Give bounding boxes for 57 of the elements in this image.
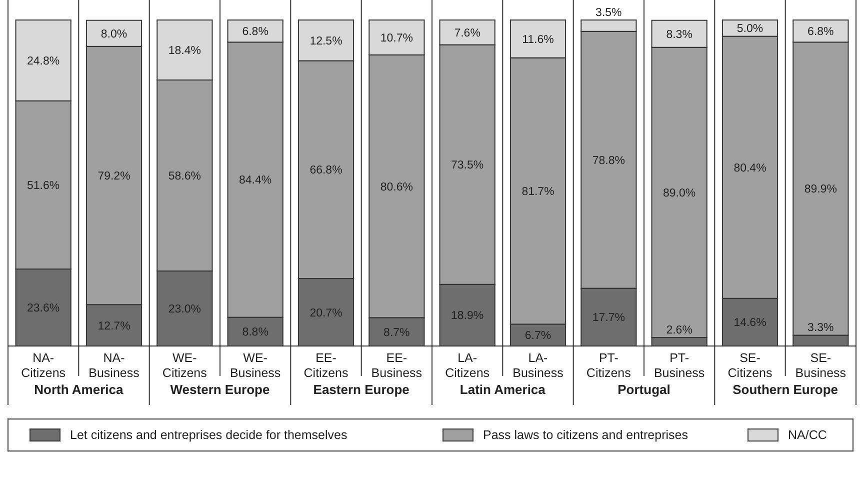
text: North America [34, 382, 124, 397]
data-label: 66.8% [310, 164, 342, 177]
data-label: 89.9% [804, 184, 837, 196]
text: Western Europe [170, 382, 270, 397]
data-label: 17.7% [592, 312, 625, 324]
data-label: 5.0% [736, 23, 764, 36]
legend-label: Let citizens and entreprises decide for themselves [70, 428, 348, 442]
data-label: 3.5% [596, 7, 622, 19]
x-tick-label: NA-Business [88, 351, 140, 380]
data-label: 3.3% [808, 322, 834, 334]
x-tick-label: PT-Citizens [586, 351, 631, 380]
data-label: 6.8% [808, 26, 834, 38]
data-label: 23.0% [168, 304, 201, 316]
data-label: 6.8% [242, 26, 268, 38]
x-tick-label: SE-Citizens [728, 351, 772, 380]
legend-label: Pass laws to citizens and entreprises [483, 428, 688, 442]
x-tick-label: EE-Business [371, 351, 422, 380]
text: Latin America [460, 382, 546, 397]
text: Eastern Europe [313, 382, 410, 397]
data-label: 84.4% [239, 174, 272, 187]
x-tick-label: WE-Business [230, 351, 281, 380]
data-label: 51.6% [27, 180, 60, 192]
data-label: 23.6% [27, 302, 60, 315]
data-label: 14.6% [734, 317, 766, 330]
x-tick-label: EE-Citizens [304, 351, 348, 380]
data-label: 18.9% [451, 310, 484, 322]
data-label: 73.5% [451, 160, 484, 172]
x-tick-label: SE-Business [795, 351, 846, 380]
data-label: 8.3% [666, 28, 692, 41]
data-label: 6.7% [524, 330, 552, 342]
text: Portugal [618, 382, 670, 397]
data-label: 7.6% [454, 27, 480, 40]
data-label: 12.5% [310, 35, 342, 48]
data-label: 18.4% [168, 44, 201, 57]
data-label: 79.2% [98, 170, 130, 182]
data-label: 20.7% [310, 307, 342, 320]
data-label: 8.0% [100, 28, 128, 40]
x-tick-label: LA-Business [512, 351, 564, 380]
data-label: 80.4% [734, 162, 766, 174]
data-label: 81.7% [522, 186, 554, 198]
text: Southern Europe [732, 382, 838, 397]
data-label: 80.6% [380, 181, 413, 194]
data-label: 10.7% [380, 32, 413, 44]
x-tick-label: PT-Business [654, 351, 705, 380]
data-label: 78.8% [592, 154, 625, 167]
data-label: 58.6% [168, 170, 201, 182]
data-label: 8.8% [242, 326, 268, 339]
data-label: 12.7% [98, 320, 130, 332]
data-label: 11.6% [522, 34, 554, 46]
data-label: 2.6% [666, 324, 692, 337]
x-tick-label: NA-Citizens [21, 351, 66, 380]
data-label: 89.0% [663, 187, 696, 200]
data-label: 8.7% [384, 326, 410, 339]
x-tick-label: WE-Citizens [162, 351, 207, 380]
legend-label: NA/CC [788, 428, 827, 442]
data-label: 24.8% [27, 55, 60, 68]
x-tick-label: LA-Citizens [445, 351, 490, 380]
